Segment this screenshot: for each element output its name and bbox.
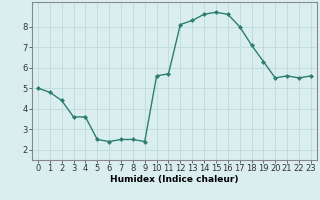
X-axis label: Humidex (Indice chaleur): Humidex (Indice chaleur) [110, 175, 239, 184]
